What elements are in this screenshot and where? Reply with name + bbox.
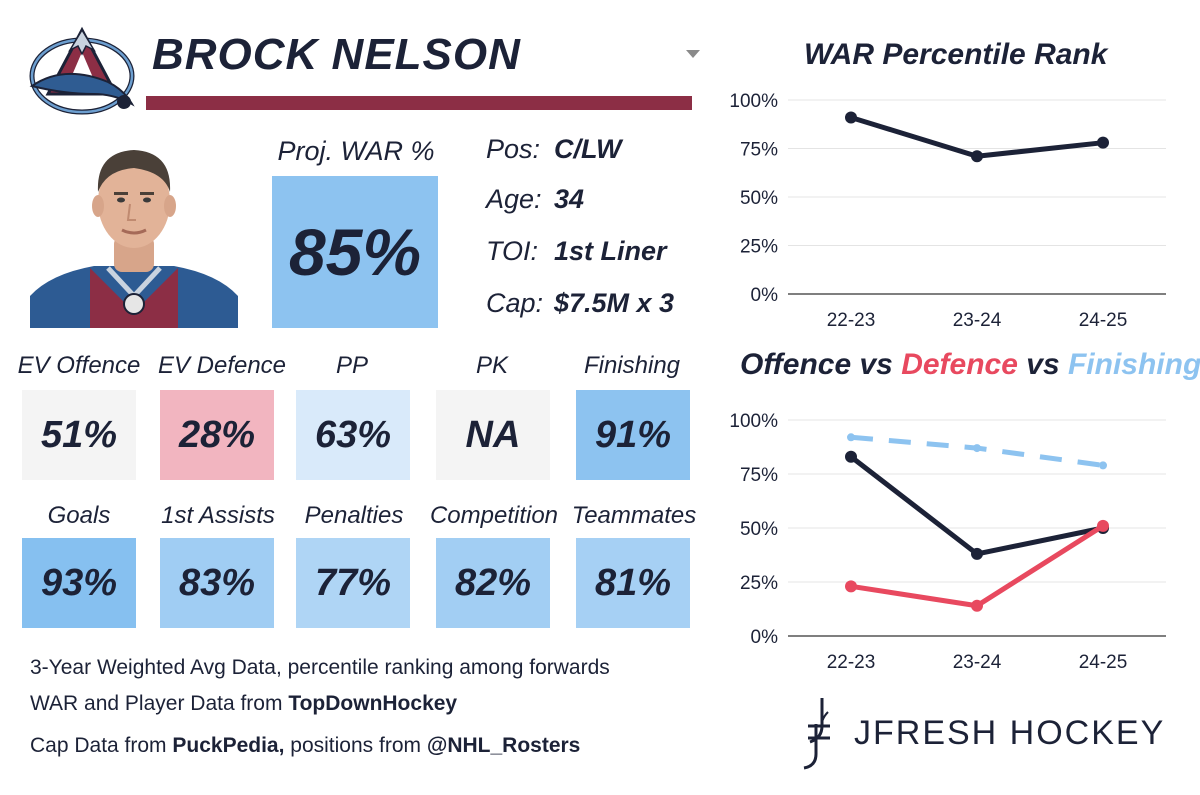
x-tick-label: 23-24 xyxy=(953,652,1002,673)
tile-goals: 93% xyxy=(22,538,136,628)
data-point xyxy=(971,150,983,163)
data-point xyxy=(1097,519,1109,532)
age-label: Age: xyxy=(486,184,542,214)
player-name: BROCK NELSON xyxy=(152,30,521,79)
tile-penalties: 77% xyxy=(296,538,410,628)
title-offence: Offence xyxy=(740,348,852,381)
proj-war-tile: 85% xyxy=(272,176,438,328)
proj-war-value: 85% xyxy=(288,215,422,289)
y-tick-label: 0% xyxy=(751,285,779,306)
data-point xyxy=(973,444,981,453)
tile-label-pk: PK xyxy=(475,352,508,379)
proj-war-label: Proj. WAR % xyxy=(277,136,435,166)
data-point xyxy=(971,599,983,612)
data-point xyxy=(847,433,855,442)
position-value: C/LW xyxy=(554,134,622,164)
data-point xyxy=(845,580,857,593)
tile-label-ev-offence: EV Offence xyxy=(17,352,141,379)
title-defence: Defence xyxy=(901,348,1018,381)
tile-ev-defence: 28% xyxy=(160,390,274,480)
age-value: 34 xyxy=(554,184,585,214)
cap-value: $7.5M x 3 xyxy=(554,288,675,318)
title-finishing: Finishing xyxy=(1067,348,1200,381)
avalanche-logo-icon xyxy=(29,26,135,115)
name-underline-bar xyxy=(146,96,692,110)
tile-value: 91% xyxy=(594,413,672,456)
data-point xyxy=(1099,461,1107,470)
tile-value: 82% xyxy=(454,561,532,604)
chart-war-title: WAR Percentile Rank xyxy=(804,38,1108,71)
tile-pk: NA xyxy=(436,390,550,480)
chevron-down-icon[interactable] xyxy=(686,50,700,58)
data-point xyxy=(1097,136,1109,149)
y-tick-label: 25% xyxy=(740,237,778,258)
y-tick-label: 75% xyxy=(740,465,778,486)
puckpedia-credit: PuckPedia, xyxy=(172,734,285,757)
tile-value: 63% xyxy=(314,413,392,456)
x-tick-label: 24-25 xyxy=(1079,310,1128,331)
tile-label-finishing: Finishing xyxy=(583,352,681,379)
footnote-positions-prefix: positions from xyxy=(284,734,427,757)
footnote-methodology: 3-Year Weighted Avg Data, percentile ran… xyxy=(30,656,610,679)
player-photo xyxy=(30,150,238,328)
x-tick-label: 23-24 xyxy=(953,310,1002,331)
footnote-cap-source: Cap Data from PuckPedia, positions from … xyxy=(30,734,580,758)
offence-defence-finishing-chart: 100% 75% 50% 25% 0% 22-23 23-24 24-25 xyxy=(729,411,1166,673)
tile-value: 51% xyxy=(40,413,118,456)
jfresh-logo-icon xyxy=(803,698,830,770)
tile-label-teammates: Teammates xyxy=(571,502,697,529)
y-tick-label: 0% xyxy=(751,627,779,648)
tile-label-1st-assists: 1st Assists xyxy=(161,502,275,529)
toi-value: 1st Liner xyxy=(554,236,667,266)
x-tick-label: 22-23 xyxy=(827,652,876,673)
title-vs-1: vs xyxy=(851,348,902,381)
tile-ev-offence: 51% xyxy=(22,390,136,480)
toi-label: TOI: xyxy=(486,236,539,266)
footnote-war-source: WAR and Player Data from TopDownHockey xyxy=(30,692,457,716)
y-tick-label: 100% xyxy=(729,411,778,432)
tile-value: 83% xyxy=(178,561,256,604)
tile-label-pp: PP xyxy=(335,352,368,379)
cap-label: Cap: xyxy=(486,288,544,318)
position-label: Pos: xyxy=(486,134,541,164)
tile-label-ev-defence: EV Defence xyxy=(157,352,287,379)
title-vs-2: vs xyxy=(1017,348,1068,381)
y-tick-label: 75% xyxy=(740,140,778,161)
tile-label-penalties: Penalties xyxy=(304,502,404,529)
series-line-1 xyxy=(849,454,1104,557)
tile-value: 28% xyxy=(178,413,256,456)
tile-value: 81% xyxy=(594,561,672,604)
brand-name: JFRESH HOCKEY xyxy=(854,714,1166,752)
tile-value: 77% xyxy=(314,561,392,604)
x-tick-label: 22-23 xyxy=(827,310,876,331)
y-tick-label: 50% xyxy=(740,519,778,540)
chart-offence-defence-title: Offence vs Defence vs Finishing xyxy=(740,348,1200,382)
tile-label-goals: Goals xyxy=(47,502,111,529)
data-point xyxy=(845,450,857,463)
tile-finishing: 91% xyxy=(576,390,690,480)
tile-teammates: 81% xyxy=(576,538,690,628)
y-tick-label: 25% xyxy=(740,573,778,594)
data-point xyxy=(845,111,857,124)
war-percentile-chart: 100% 75% 50% 25% 0% 22-23 23-24 24-25 xyxy=(729,91,1166,331)
tile-value: NA xyxy=(465,413,521,456)
tile-label-competition: Competition xyxy=(429,502,559,529)
tile-1st-assists: 83% xyxy=(160,538,274,628)
x-tick-label: 24-25 xyxy=(1079,652,1128,673)
tile-competition: 82% xyxy=(436,538,550,628)
data-point xyxy=(971,547,983,560)
tile-pp: 63% xyxy=(296,390,410,480)
nhl-rosters-credit: @NHL_Rosters xyxy=(426,734,581,757)
y-tick-label: 50% xyxy=(740,188,778,209)
y-tick-label: 100% xyxy=(729,91,778,112)
footnote-war-prefix: WAR and Player Data from xyxy=(30,692,289,715)
tile-value: 93% xyxy=(40,561,118,604)
footnote-cap-prefix: Cap Data from xyxy=(30,734,173,757)
topdownhockey-credit: TopDownHockey xyxy=(288,692,458,715)
